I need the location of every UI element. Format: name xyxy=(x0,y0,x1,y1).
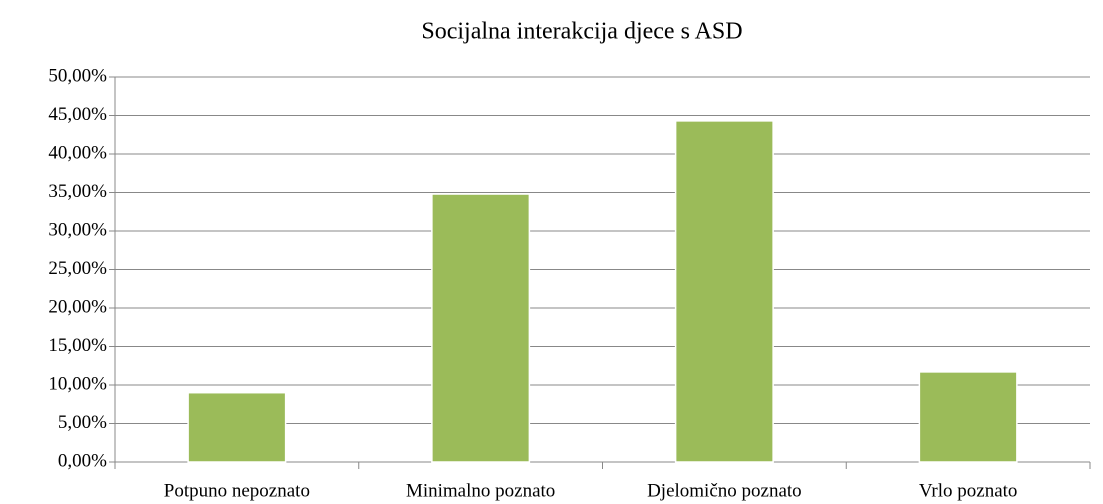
x-tick-label: Minimalno poznato xyxy=(406,480,555,501)
x-tick-label: Vrlo poznato xyxy=(919,480,1018,501)
y-tick-label: 40,00% xyxy=(48,142,107,163)
x-tick-label: Potpuno nepoznato xyxy=(164,480,310,501)
y-tick-label: 5,00% xyxy=(58,412,107,433)
bar xyxy=(431,193,531,463)
x-tick-label: Djelomično poznato xyxy=(647,480,802,501)
bar xyxy=(187,391,287,463)
y-tick-label: 15,00% xyxy=(48,335,107,356)
y-tick-label: 20,00% xyxy=(48,296,107,317)
chart-title: Socijalna interakcija djece s ASD xyxy=(421,19,742,45)
y-tick-label: 10,00% xyxy=(48,373,107,394)
y-tick-label: 50,00% xyxy=(48,65,107,86)
y-tick-label: 45,00% xyxy=(48,104,107,125)
bar xyxy=(674,120,774,463)
bar xyxy=(918,371,1018,463)
y-tick-label: 35,00% xyxy=(48,181,107,202)
y-tick-label: 0,00% xyxy=(58,450,107,471)
y-tick-label: 30,00% xyxy=(48,219,107,240)
y-tick-label: 25,00% xyxy=(48,258,107,279)
